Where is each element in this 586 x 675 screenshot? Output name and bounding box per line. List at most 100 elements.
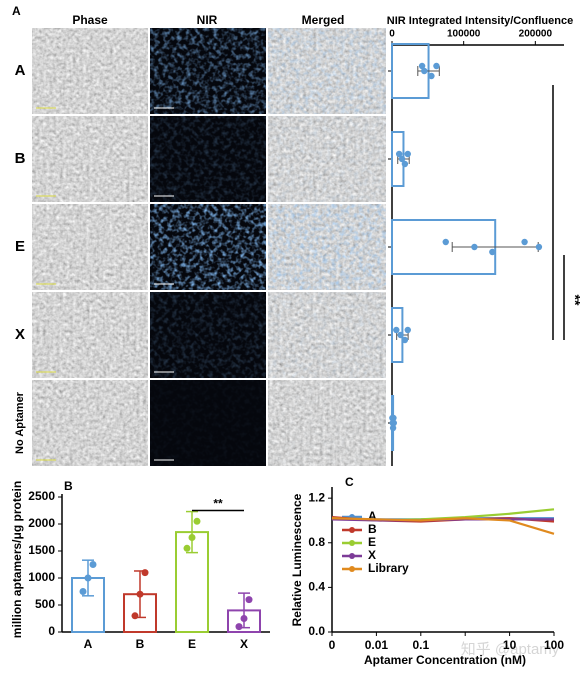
data-point bbox=[393, 326, 400, 334]
data-point bbox=[421, 67, 428, 75]
y-tick-label: 1000 bbox=[28, 570, 55, 584]
nir-signal bbox=[150, 380, 266, 466]
data-point bbox=[442, 238, 449, 246]
x-tick-label: B bbox=[136, 637, 145, 651]
data-point bbox=[428, 72, 435, 80]
row-label: A bbox=[15, 62, 26, 79]
data-point bbox=[79, 588, 87, 595]
x-tick-label: 100000 bbox=[447, 29, 481, 40]
legend-label: X bbox=[368, 548, 376, 562]
data-point bbox=[471, 243, 478, 251]
y-tick-label: 0.0 bbox=[308, 624, 325, 638]
x-tick-label: E bbox=[188, 637, 196, 651]
y-tick-label: 2500 bbox=[28, 489, 55, 503]
data-point bbox=[390, 414, 397, 422]
x-tick-label: 0 bbox=[389, 29, 395, 40]
y-tick-label: 0.8 bbox=[308, 535, 325, 549]
data-point bbox=[136, 590, 144, 598]
legend-label: E bbox=[368, 535, 376, 549]
nir-signal bbox=[150, 292, 266, 378]
legend-label: B bbox=[368, 522, 377, 536]
data-point bbox=[535, 243, 543, 251]
legend-marker bbox=[349, 540, 355, 546]
data-point bbox=[235, 623, 243, 631]
data-point bbox=[489, 248, 496, 256]
x-axis-label: Aptamer Concentration (nM) bbox=[364, 653, 526, 667]
x-tick-label: 200000 bbox=[519, 29, 553, 40]
data-point bbox=[433, 62, 440, 70]
data-point bbox=[398, 155, 406, 163]
y-tick-label: 0.4 bbox=[308, 580, 325, 594]
y-tick-label: 1500 bbox=[28, 543, 55, 557]
x-tick-label: 0.1 bbox=[412, 638, 429, 652]
phase-image bbox=[32, 28, 148, 114]
data-point bbox=[395, 150, 403, 158]
data-point bbox=[131, 612, 139, 620]
data-point bbox=[141, 569, 149, 577]
data-point bbox=[401, 160, 409, 168]
merged-signal bbox=[268, 380, 386, 466]
data-point bbox=[240, 615, 248, 622]
column-header: Phase bbox=[72, 13, 108, 27]
data-point bbox=[245, 596, 253, 604]
watermark: 知乎 @aptamy bbox=[461, 641, 560, 658]
merged-signal bbox=[268, 204, 386, 290]
row-label: B bbox=[15, 150, 26, 167]
y-tick-label: 2000 bbox=[28, 516, 55, 530]
data-point bbox=[389, 424, 397, 432]
significance: ** bbox=[567, 295, 583, 306]
phase-image bbox=[32, 380, 148, 466]
data-point bbox=[390, 419, 397, 427]
x-tick-label: 0.01 bbox=[365, 638, 389, 652]
nir-signal bbox=[150, 116, 266, 202]
significance: ** bbox=[213, 497, 223, 511]
data-point bbox=[193, 517, 201, 525]
series-line bbox=[331, 517, 555, 535]
merged-signal bbox=[268, 28, 386, 114]
column-header: NIR bbox=[197, 13, 218, 27]
data-point bbox=[401, 336, 409, 344]
chart-title: NIR Integrated Intensity/Confluence bbox=[387, 15, 573, 27]
x-tick-label: X bbox=[240, 637, 248, 651]
x-tick-label: 10 bbox=[503, 638, 517, 652]
microscopy-grid bbox=[32, 28, 386, 466]
data-point bbox=[404, 150, 411, 158]
legend-label: Library bbox=[368, 561, 409, 575]
legend-label: A bbox=[368, 509, 377, 523]
merged-image bbox=[268, 380, 386, 466]
legend-marker bbox=[349, 527, 355, 533]
y-axis-label: Relative Luminescence bbox=[290, 493, 304, 626]
column-header: Merged bbox=[302, 13, 345, 27]
legend-marker bbox=[349, 553, 355, 559]
nir-signal bbox=[150, 204, 266, 290]
data-point bbox=[397, 331, 404, 339]
panel-label: B bbox=[64, 479, 73, 493]
legend-marker bbox=[349, 566, 355, 572]
phase-image bbox=[32, 116, 148, 202]
panel-label: C bbox=[345, 475, 354, 489]
phase-image bbox=[32, 204, 148, 290]
data-point bbox=[89, 561, 97, 568]
data-point bbox=[84, 574, 92, 582]
row-label: No Aptamer bbox=[14, 391, 26, 454]
y-tick-label: 1.2 bbox=[308, 490, 325, 504]
panel-label: A bbox=[12, 4, 21, 18]
data-point bbox=[188, 534, 196, 541]
row-label: E bbox=[15, 238, 25, 255]
x-tick-label: 100 bbox=[544, 638, 564, 652]
y-tick-label: 500 bbox=[35, 597, 55, 611]
data-point bbox=[404, 326, 411, 334]
y-axis-label: million aptamers/μg protein bbox=[10, 481, 24, 638]
x-tick-label: A bbox=[84, 637, 93, 651]
nir-signal bbox=[150, 28, 266, 114]
data-point bbox=[521, 238, 528, 246]
data-point bbox=[418, 62, 426, 70]
merged-signal bbox=[268, 292, 386, 378]
merged-signal bbox=[268, 116, 386, 202]
data-point bbox=[183, 544, 191, 552]
row-label: X bbox=[15, 326, 25, 343]
y-tick-label: 0 bbox=[48, 624, 55, 638]
phase-image bbox=[32, 292, 148, 378]
x-tick-label: 0 bbox=[329, 638, 336, 652]
